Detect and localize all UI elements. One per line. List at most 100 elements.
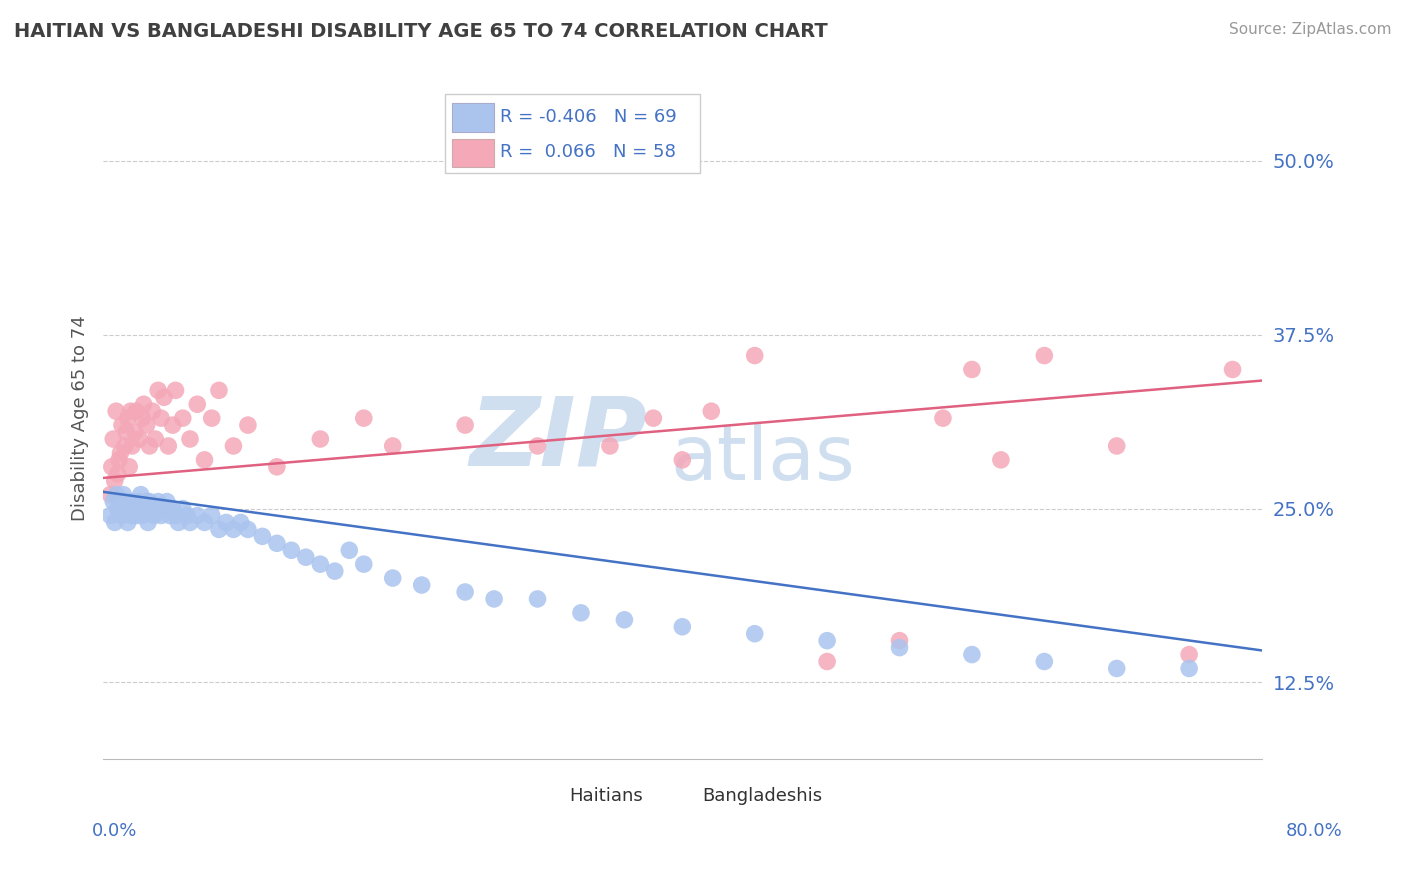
- Point: [159, 508, 181, 523]
- Point: [569, 606, 592, 620]
- Point: [131, 508, 153, 523]
- Point: [153, 501, 176, 516]
- Point: [186, 397, 208, 411]
- Point: [960, 362, 983, 376]
- Point: [150, 508, 173, 523]
- Point: [135, 418, 157, 433]
- Point: [105, 404, 128, 418]
- Point: [143, 432, 166, 446]
- Text: ZIP: ZIP: [470, 392, 648, 485]
- Point: [1178, 661, 1201, 675]
- Point: [150, 411, 173, 425]
- Point: [700, 404, 723, 418]
- Point: [671, 453, 693, 467]
- Text: R =  0.066   N = 58: R = 0.066 N = 58: [501, 144, 676, 161]
- Point: [114, 439, 136, 453]
- Point: [104, 474, 127, 488]
- Point: [138, 494, 160, 508]
- Point: [337, 543, 360, 558]
- FancyBboxPatch shape: [444, 95, 700, 173]
- Point: [889, 633, 911, 648]
- Point: [990, 453, 1012, 467]
- Point: [121, 508, 143, 523]
- Point: [111, 418, 134, 433]
- Point: [117, 411, 139, 425]
- Point: [165, 508, 187, 523]
- Point: [236, 418, 259, 433]
- Point: [107, 467, 129, 481]
- Point: [454, 418, 477, 433]
- Point: [744, 349, 766, 363]
- Point: [381, 571, 404, 585]
- Text: 80.0%: 80.0%: [1286, 822, 1343, 840]
- Point: [222, 523, 245, 537]
- Point: [128, 494, 150, 508]
- Point: [201, 508, 224, 523]
- Point: [1178, 648, 1201, 662]
- Point: [172, 501, 194, 516]
- Point: [110, 446, 132, 460]
- Point: [162, 501, 184, 516]
- Point: [353, 557, 375, 571]
- Point: [132, 501, 155, 516]
- Point: [229, 516, 252, 530]
- Point: [98, 488, 121, 502]
- Point: [1033, 655, 1056, 669]
- Point: [280, 543, 302, 558]
- Point: [889, 640, 911, 655]
- Point: [815, 655, 838, 669]
- Point: [165, 384, 187, 398]
- Point: [111, 508, 134, 523]
- Point: [114, 501, 136, 516]
- Point: [146, 384, 169, 398]
- Point: [124, 501, 146, 516]
- Point: [671, 620, 693, 634]
- Point: [381, 439, 404, 453]
- Point: [411, 578, 433, 592]
- Point: [208, 384, 231, 398]
- Point: [222, 439, 245, 453]
- Point: [156, 494, 179, 508]
- Point: [108, 453, 131, 467]
- Point: [526, 591, 548, 606]
- Point: [179, 516, 201, 530]
- Point: [139, 501, 162, 516]
- Point: [744, 626, 766, 640]
- Point: [117, 516, 139, 530]
- Point: [215, 516, 238, 530]
- Text: atlas: atlas: [671, 422, 856, 496]
- Point: [179, 432, 201, 446]
- Point: [266, 536, 288, 550]
- Point: [120, 404, 142, 418]
- Point: [125, 404, 148, 418]
- Text: Source: ZipAtlas.com: Source: ZipAtlas.com: [1229, 22, 1392, 37]
- Point: [526, 439, 548, 453]
- Point: [142, 508, 165, 523]
- Point: [932, 411, 955, 425]
- Point: [124, 425, 146, 439]
- Point: [136, 516, 159, 530]
- Point: [132, 397, 155, 411]
- Point: [125, 508, 148, 523]
- Point: [1105, 661, 1128, 675]
- Point: [103, 432, 125, 446]
- Text: R = -0.406   N = 69: R = -0.406 N = 69: [501, 108, 678, 126]
- Point: [131, 411, 153, 425]
- Point: [129, 488, 152, 502]
- Point: [613, 613, 636, 627]
- Y-axis label: Disability Age 65 to 74: Disability Age 65 to 74: [72, 315, 89, 521]
- Point: [153, 390, 176, 404]
- Point: [138, 439, 160, 453]
- Point: [323, 564, 346, 578]
- Text: Haitians: Haitians: [569, 788, 643, 805]
- Point: [1033, 349, 1056, 363]
- Point: [193, 516, 215, 530]
- FancyBboxPatch shape: [451, 103, 494, 132]
- Point: [121, 439, 143, 453]
- Point: [960, 648, 983, 662]
- Point: [167, 516, 190, 530]
- Text: Bangladeshis: Bangladeshis: [702, 788, 823, 805]
- Point: [135, 494, 157, 508]
- Point: [157, 439, 180, 453]
- Point: [176, 508, 198, 523]
